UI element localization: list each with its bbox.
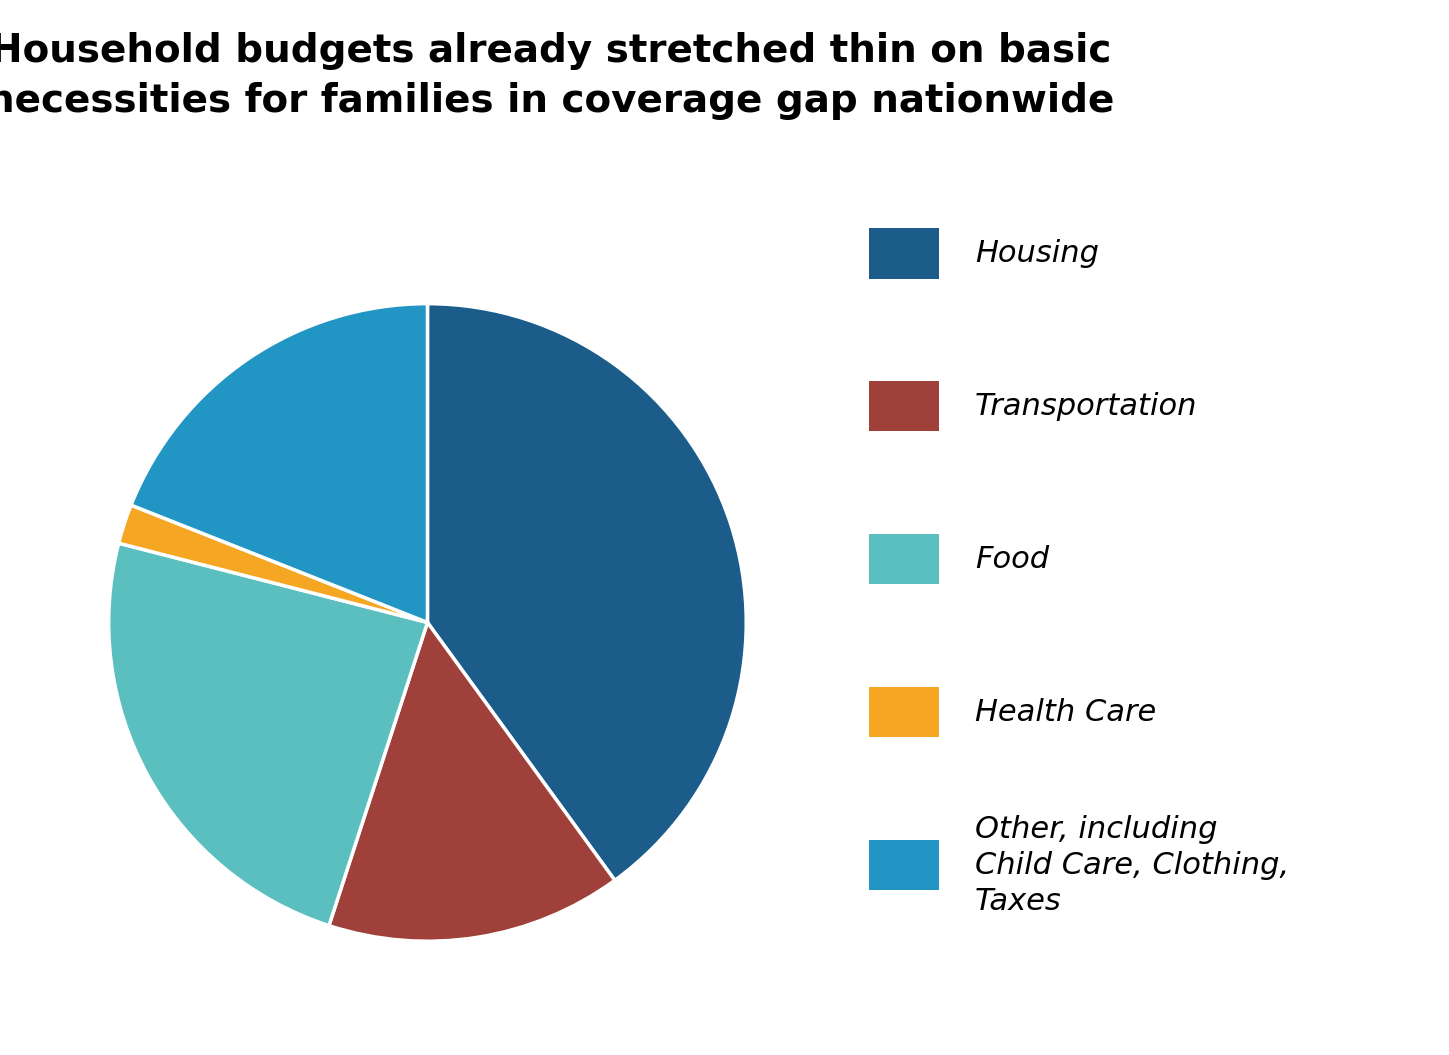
Wedge shape	[329, 622, 614, 941]
Text: Transportation: Transportation	[975, 391, 1198, 421]
Text: Household budgets already stretched thin on basic
necessities for families in co: Household budgets already stretched thin…	[0, 32, 1114, 119]
Text: Other, including
Child Care, Clothing,
Taxes: Other, including Child Care, Clothing, T…	[975, 814, 1290, 916]
Wedge shape	[427, 304, 746, 880]
Text: Health Care: Health Care	[975, 697, 1156, 727]
Text: Housing: Housing	[975, 238, 1100, 268]
Text: Food: Food	[975, 544, 1049, 574]
Wedge shape	[119, 505, 427, 622]
Wedge shape	[109, 543, 427, 925]
Wedge shape	[130, 304, 427, 622]
